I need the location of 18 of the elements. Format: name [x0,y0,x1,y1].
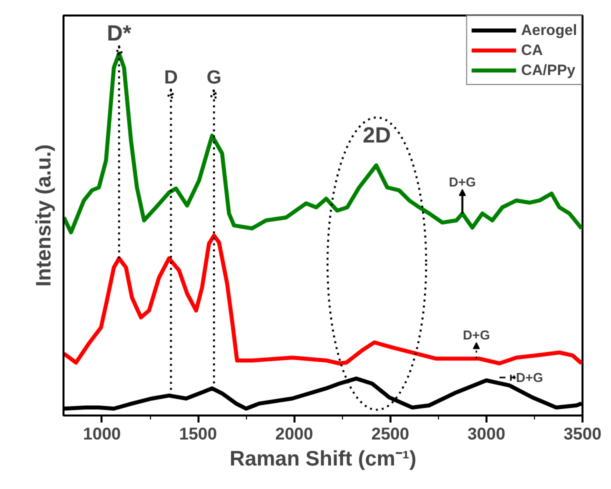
x-tick-label: 1000 [83,424,121,444]
ref-line-label: D* [106,20,132,46]
ref-line-label: D [164,68,178,88]
ref-line-label: G [206,68,222,88]
annotation: D+G [516,370,544,385]
legend-label: CA [521,41,543,59]
legend-label: Aerogel [521,21,577,39]
x-tick-label: 3500 [564,424,602,444]
annotation: D+G [448,174,476,190]
x-tick-label: 2500 [371,424,410,444]
x-tick-label: 3000 [467,424,506,444]
x-tick-label: 1500 [179,424,217,444]
x-tick-label: 2000 [275,424,314,444]
legend-label: CA/PPy [521,61,576,79]
annotation: 2D [362,122,391,148]
x-axis-title: Raman Shift (cm⁻¹) [230,448,416,470]
y-axis-title: Intensity (a.u.) [32,144,56,287]
annotation: D+G [462,328,490,343]
